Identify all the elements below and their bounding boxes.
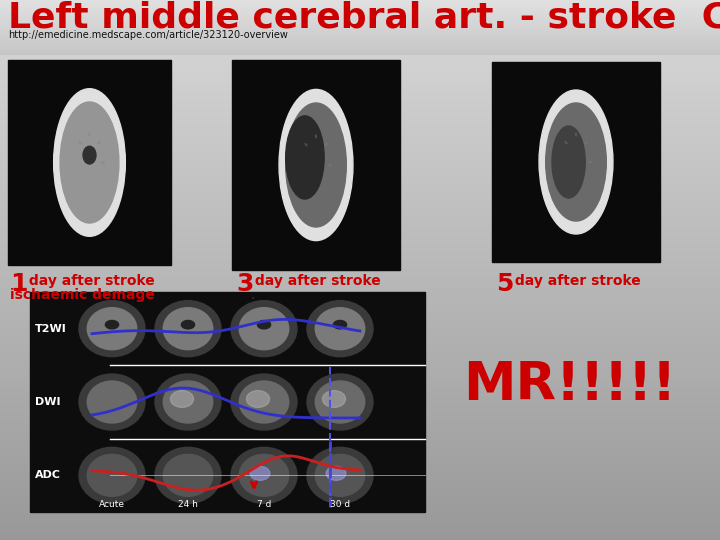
- Ellipse shape: [98, 141, 100, 144]
- Ellipse shape: [325, 144, 327, 146]
- Ellipse shape: [231, 447, 297, 503]
- Ellipse shape: [163, 308, 212, 350]
- Ellipse shape: [239, 381, 289, 423]
- Text: Acute: Acute: [99, 500, 125, 509]
- Ellipse shape: [87, 381, 137, 423]
- Ellipse shape: [79, 301, 145, 356]
- Ellipse shape: [333, 320, 346, 329]
- Text: T2WI: T2WI: [35, 323, 67, 334]
- Ellipse shape: [239, 454, 289, 496]
- Ellipse shape: [315, 135, 317, 138]
- Bar: [30, 292, 425, 512]
- Text: 1: 1: [10, 272, 27, 296]
- Ellipse shape: [307, 301, 373, 356]
- Ellipse shape: [181, 320, 194, 329]
- Ellipse shape: [231, 374, 297, 430]
- Ellipse shape: [83, 146, 96, 164]
- Text: ADC: ADC: [35, 470, 61, 481]
- Text: day after stroke: day after stroke: [24, 274, 155, 288]
- Ellipse shape: [279, 90, 353, 241]
- Text: DWI: DWI: [35, 397, 60, 407]
- Text: ischaemic demage: ischaemic demage: [10, 288, 155, 302]
- Ellipse shape: [315, 381, 365, 423]
- Ellipse shape: [565, 141, 567, 144]
- Ellipse shape: [53, 89, 125, 237]
- Text: 7 d: 7 d: [257, 500, 271, 509]
- Ellipse shape: [239, 308, 289, 350]
- Ellipse shape: [575, 133, 577, 136]
- Ellipse shape: [155, 301, 221, 356]
- Ellipse shape: [250, 467, 270, 481]
- Bar: [232, 60, 400, 270]
- Ellipse shape: [315, 454, 365, 496]
- Text: MR!!!!!: MR!!!!!: [464, 359, 677, 411]
- Ellipse shape: [155, 447, 221, 503]
- Ellipse shape: [307, 374, 373, 430]
- Ellipse shape: [163, 381, 212, 423]
- Text: 24 h: 24 h: [178, 500, 198, 509]
- Ellipse shape: [87, 308, 137, 350]
- Ellipse shape: [60, 102, 119, 223]
- Ellipse shape: [78, 141, 81, 144]
- Text: .: .: [250, 288, 254, 302]
- Bar: [492, 62, 660, 262]
- Ellipse shape: [310, 148, 323, 166]
- Text: 5: 5: [496, 272, 513, 296]
- Ellipse shape: [246, 390, 269, 407]
- Ellipse shape: [89, 133, 90, 136]
- Ellipse shape: [323, 390, 346, 407]
- Ellipse shape: [79, 447, 145, 503]
- Text: day after stroke: day after stroke: [250, 274, 381, 288]
- Ellipse shape: [539, 90, 613, 234]
- Ellipse shape: [286, 103, 346, 227]
- Ellipse shape: [305, 144, 307, 146]
- Bar: [8, 60, 171, 265]
- Ellipse shape: [171, 390, 194, 407]
- Text: http://emedicine.medscape.com/article/323120-overview: http://emedicine.medscape.com/article/32…: [8, 30, 288, 40]
- Text: Left middle cerebral art. - stroke  CT and MR: Left middle cerebral art. - stroke CT an…: [8, 1, 720, 35]
- Ellipse shape: [87, 454, 137, 496]
- Text: day after stroke: day after stroke: [510, 274, 641, 288]
- Ellipse shape: [326, 467, 346, 481]
- Ellipse shape: [585, 141, 587, 144]
- Ellipse shape: [286, 116, 324, 199]
- Ellipse shape: [570, 146, 582, 164]
- Ellipse shape: [155, 374, 221, 430]
- Ellipse shape: [102, 162, 104, 163]
- Ellipse shape: [79, 374, 145, 430]
- Ellipse shape: [307, 447, 373, 503]
- Text: 3: 3: [236, 272, 253, 296]
- Ellipse shape: [546, 103, 606, 221]
- Ellipse shape: [552, 126, 585, 198]
- Ellipse shape: [588, 161, 592, 163]
- Ellipse shape: [105, 320, 119, 329]
- Ellipse shape: [163, 454, 212, 496]
- Text: 30 d: 30 d: [330, 500, 350, 509]
- Ellipse shape: [231, 301, 297, 356]
- Ellipse shape: [258, 320, 271, 329]
- Ellipse shape: [315, 308, 365, 350]
